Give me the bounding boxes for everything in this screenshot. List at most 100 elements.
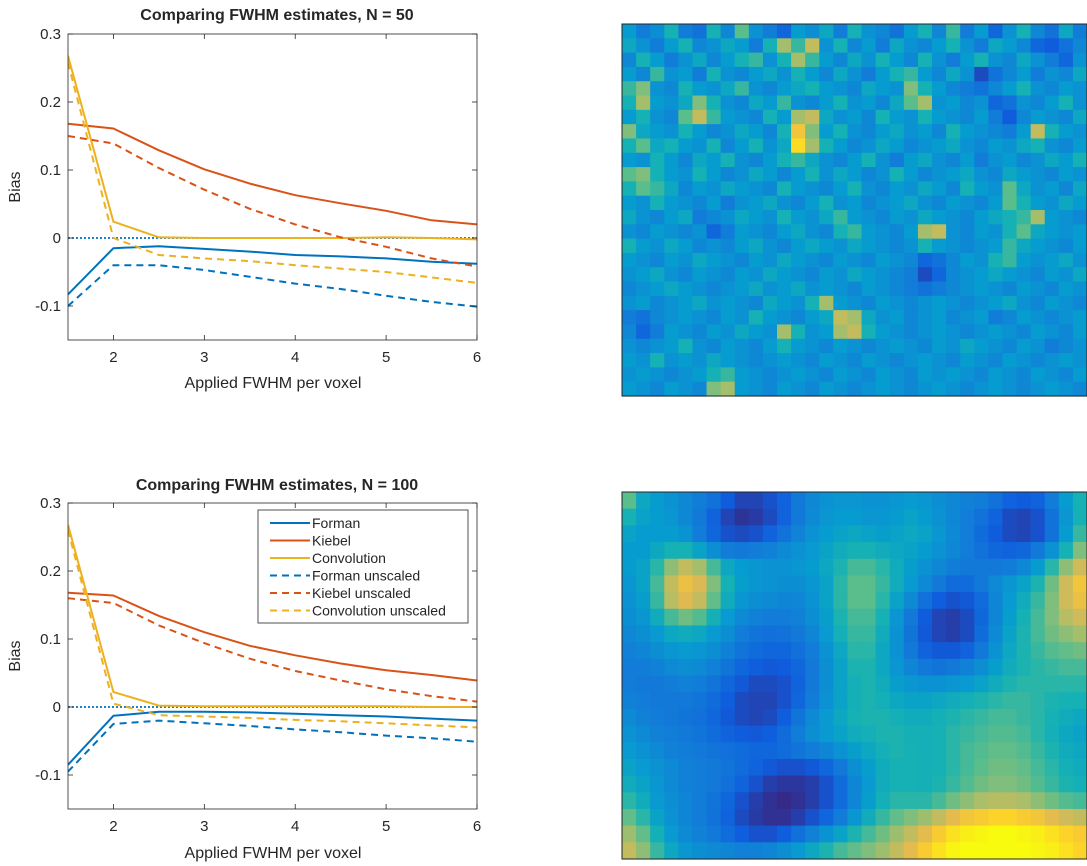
heatmap-cell <box>1072 310 1087 326</box>
heatmap-cell <box>960 792 975 810</box>
heatmap-cell <box>622 381 637 397</box>
heatmap-cell <box>734 238 750 254</box>
heatmap-cell <box>636 608 651 627</box>
heatmap-cell <box>791 842 806 860</box>
heatmap-cell <box>664 353 679 368</box>
heatmap-cell <box>650 775 665 793</box>
heatmap-cell <box>946 542 961 560</box>
heatmap-cell <box>664 508 679 526</box>
series-line-forman-unscaled <box>68 264 477 308</box>
heatmap-cell <box>974 338 989 354</box>
heatmap-cell <box>819 692 834 710</box>
heatmap-cell <box>917 109 933 125</box>
heatmap-cell <box>692 575 708 593</box>
heatmap-cell <box>650 95 665 111</box>
heatmap-cell <box>1058 658 1074 677</box>
heatmap-cell <box>861 692 877 710</box>
heatmap-cell <box>664 558 679 577</box>
heatmap-cell <box>889 152 905 168</box>
heatmap-cell <box>974 224 989 240</box>
heatmap-cell <box>946 195 961 211</box>
heatmap-cell <box>932 742 947 760</box>
heatmap-cell <box>833 224 849 240</box>
heatmap-cell <box>974 692 989 710</box>
heatmap-cell <box>833 181 849 197</box>
heatmap-cell <box>692 792 708 810</box>
heatmap-cell <box>946 742 961 760</box>
heatmap-cell <box>706 66 722 82</box>
heatmap-cell <box>664 592 679 610</box>
heatmap-cell <box>988 109 1004 125</box>
heatmap-cell <box>777 558 792 577</box>
heatmap-cell <box>917 658 933 677</box>
heatmap-cell <box>861 252 877 268</box>
heatmap-cell <box>734 592 750 610</box>
heatmap-cell <box>664 295 679 311</box>
heatmap-cell <box>762 525 778 543</box>
heatmap-cell <box>988 542 1004 560</box>
heatmap-cell <box>678 167 694 182</box>
heatmap-cell <box>777 525 792 543</box>
heatmap-cell <box>734 109 750 125</box>
heatmap-cell <box>678 124 694 140</box>
heatmap-cell <box>706 238 722 254</box>
heatmap-cell <box>932 675 947 693</box>
heatmap-cell <box>819 138 834 154</box>
heatmap-cell <box>946 81 961 97</box>
heatmap-cell <box>1002 675 1018 693</box>
heatmap-cell <box>917 81 933 97</box>
heatmap-cell <box>833 109 849 125</box>
heatmap-cell <box>720 525 736 543</box>
heatmap-cell <box>720 642 736 660</box>
heatmap-cell <box>706 152 722 168</box>
heatmap-cell <box>622 592 637 610</box>
heatmap-cell <box>1002 808 1018 827</box>
heatmap-cell <box>889 525 905 543</box>
heatmap-cell <box>819 642 834 660</box>
heatmap-cell <box>692 167 708 182</box>
heatmap-cell <box>720 138 736 154</box>
heatmap-cell <box>1030 525 1046 543</box>
heatmap-cell <box>932 95 947 111</box>
heatmap-cell <box>1058 338 1074 354</box>
heatmap-top <box>622 24 1087 397</box>
heatmap-cell <box>678 109 694 125</box>
heatmap-cell <box>1016 324 1032 340</box>
heatmap-cell <box>932 267 947 283</box>
heatmap-cell <box>932 558 947 577</box>
heatmap-cell <box>946 775 961 793</box>
heatmap-cell <box>932 658 947 677</box>
heatmap-cell <box>805 24 820 39</box>
heatmap-cell <box>748 181 764 197</box>
heatmap-cell <box>819 167 834 182</box>
heatmap-cell <box>861 708 877 727</box>
heatmap-cell <box>833 210 849 225</box>
heatmap-cell <box>1030 808 1046 827</box>
heatmap-cell <box>1016 792 1032 810</box>
heatmap-cell <box>1072 775 1087 793</box>
heatmap-cell <box>636 381 651 397</box>
heatmap-cell <box>819 625 834 643</box>
heatmap-cell <box>720 124 736 140</box>
heatmap-cell <box>974 281 989 297</box>
heatmap-cell <box>847 109 863 125</box>
heatmap-cell <box>875 658 891 677</box>
heatmap-cell <box>847 52 863 68</box>
heatmap-cell <box>636 310 651 326</box>
heatmap-cell <box>650 195 665 211</box>
heatmap-cell <box>847 95 863 111</box>
heatmap-cell <box>734 742 750 760</box>
heatmap-cell <box>1044 825 1060 843</box>
heatmap-cell <box>1058 508 1074 526</box>
heatmap-cell <box>678 508 694 526</box>
heatmap-cell <box>636 525 651 543</box>
heatmap-cell <box>678 295 694 311</box>
heatmap-cell <box>903 267 919 283</box>
heatmap-cell <box>960 508 975 526</box>
heatmap-cell <box>706 338 722 354</box>
heatmap-cell <box>988 367 1004 383</box>
heatmap-cell <box>734 252 750 268</box>
heatmap-cell <box>847 167 863 182</box>
heatmap-cell <box>1072 138 1087 154</box>
legend-label: Kiebel <box>312 533 351 549</box>
